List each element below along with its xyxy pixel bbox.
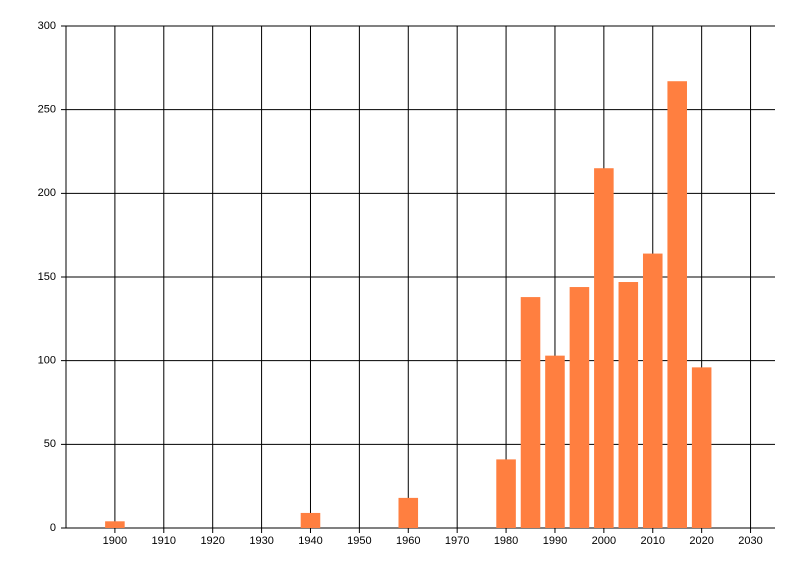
bar: [618, 282, 639, 528]
y-tick-label: 150: [38, 271, 56, 283]
x-tick-label: 1930: [249, 535, 273, 547]
x-tick-label: 1920: [200, 535, 224, 547]
x-tick-label: 2020: [689, 535, 713, 547]
bar: [300, 512, 321, 528]
y-tick-label: 100: [38, 355, 56, 367]
x-tick-label: 1950: [347, 535, 371, 547]
x-tick-label: 1980: [494, 535, 518, 547]
bar: [569, 287, 590, 528]
bar: [642, 253, 663, 528]
x-tick-label: 1940: [298, 535, 322, 547]
x-tick-label: 1960: [396, 535, 420, 547]
bar: [594, 168, 614, 528]
x-tick-label: 1910: [152, 535, 176, 547]
bar: [520, 297, 541, 528]
y-tick-label: 250: [38, 104, 56, 116]
bar: [691, 367, 712, 528]
x-tick-label: 1990: [543, 535, 567, 547]
x-tick-label: 1970: [445, 535, 469, 547]
bar: [105, 521, 125, 528]
x-tick-label: 2000: [592, 535, 616, 547]
x-tick-label: 2030: [738, 535, 762, 547]
bar: [398, 497, 419, 528]
y-tick-label: 50: [44, 438, 56, 450]
bar: [545, 355, 565, 528]
x-tick-label: 1900: [103, 535, 127, 547]
bar: [667, 81, 687, 528]
y-tick-label: 200: [38, 187, 56, 199]
bar: [496, 459, 516, 528]
x-tick-label: 2010: [641, 535, 665, 547]
y-tick-label: 300: [38, 20, 56, 32]
y-tick-label: 0: [50, 522, 56, 534]
